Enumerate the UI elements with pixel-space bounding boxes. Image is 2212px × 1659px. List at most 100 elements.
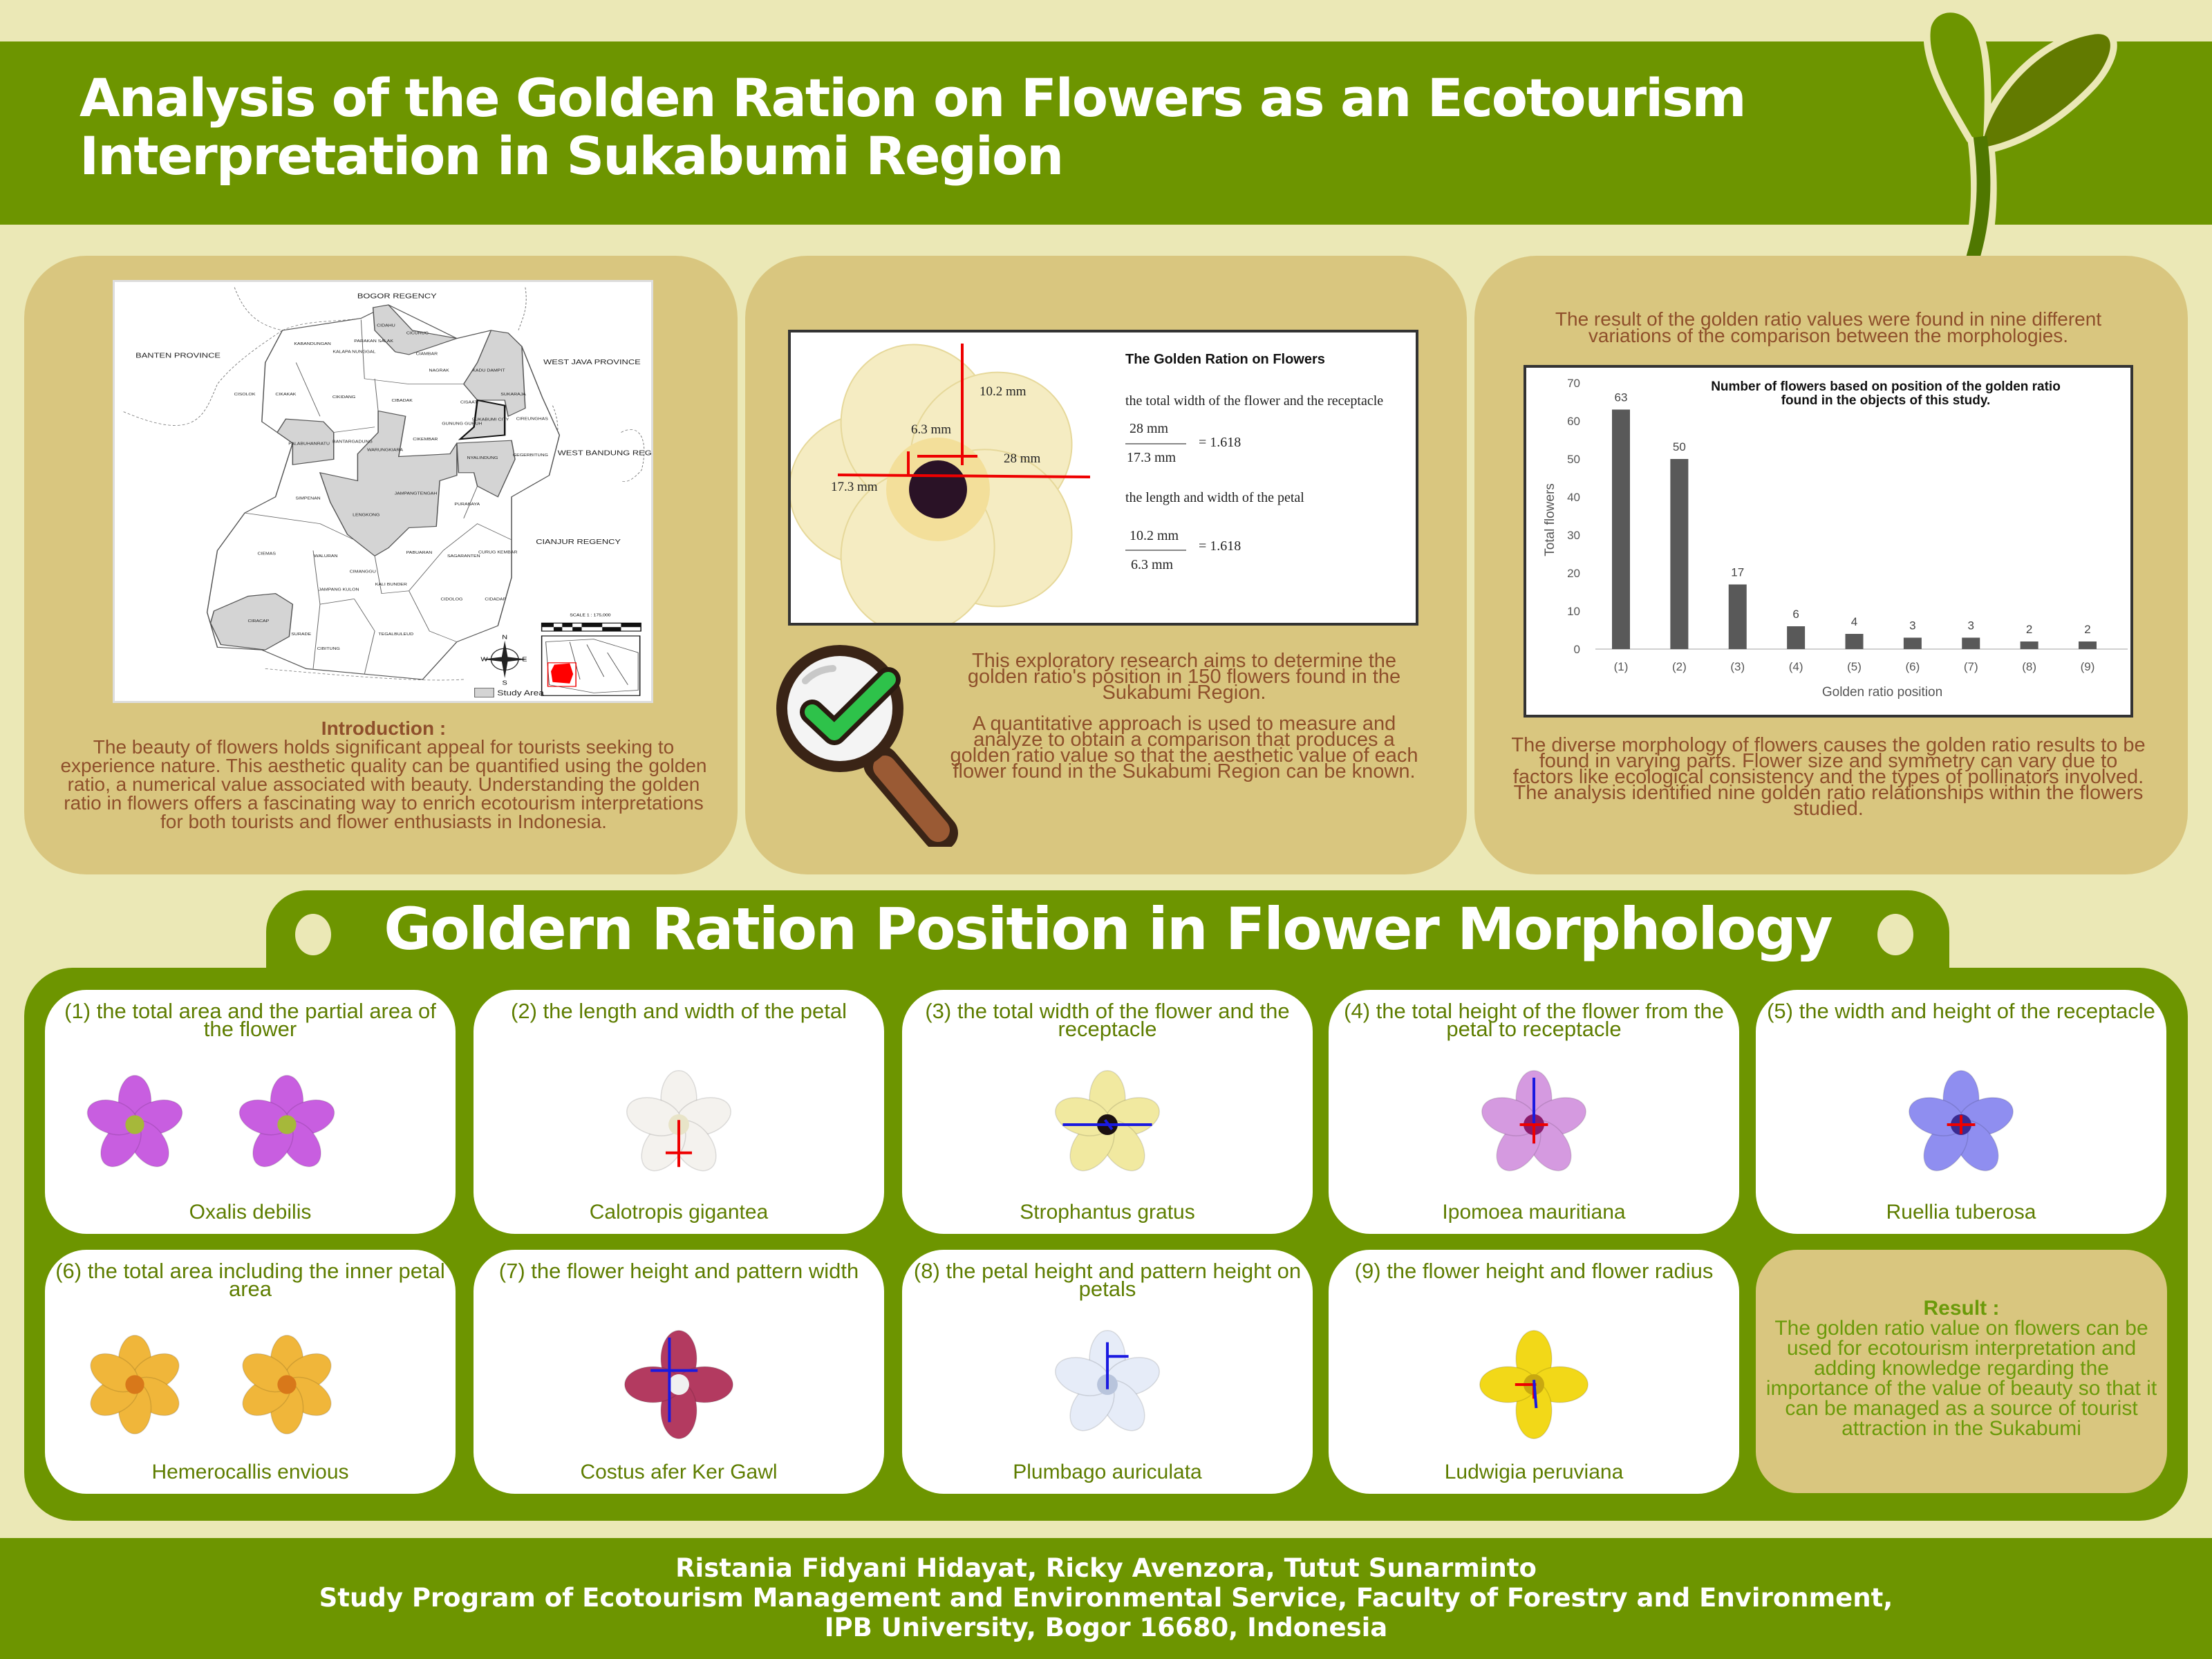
chart-title-line-2: found in the objects of this study. bbox=[1781, 393, 1991, 408]
map-district-label: CIKEMBAR bbox=[413, 437, 438, 441]
map-district-label: CIKAKAK bbox=[275, 393, 297, 397]
y-tick-label: 50 bbox=[1567, 453, 1580, 466]
map-region-label: CIANJUR REGENCY bbox=[536, 538, 621, 545]
bar bbox=[1612, 409, 1630, 649]
card-title: (5) the width and height of the receptac… bbox=[1767, 999, 2155, 1023]
species-name: Strophantus gratus bbox=[1020, 1201, 1195, 1224]
method-paragraph-2: A quantitative approach is used to measu… bbox=[950, 713, 1418, 782]
label-10-2mm: 10.2 mm bbox=[980, 384, 1027, 399]
map-district-label: CIAMBAR bbox=[416, 352, 438, 356]
map-district-label: NAGRAK bbox=[429, 368, 450, 373]
map-district-label: BANTARGADUNG bbox=[332, 440, 373, 444]
intro-text: The beauty of flowers holds significant … bbox=[60, 736, 707, 832]
morphology-card: (1) the total area and the partial area … bbox=[45, 990, 456, 1234]
y-tick-label: 30 bbox=[1567, 529, 1580, 542]
map-region-label: WEST BANDUNG REGENCY bbox=[558, 450, 651, 457]
y-tick-label: 60 bbox=[1567, 415, 1580, 428]
map-district-label: JAMPANGTENGAH bbox=[395, 491, 438, 496]
map-district-label: KALAPA NUNGGAL bbox=[332, 350, 376, 354]
map-district-label: WALURAN bbox=[314, 554, 337, 558]
chart-title-line-1: Number of flowers based on position of t… bbox=[1711, 379, 2061, 394]
bar bbox=[1787, 626, 1806, 649]
bar bbox=[1670, 459, 1689, 649]
bar-value-label: 3 bbox=[1909, 619, 1915, 632]
result-text: The golden ratio value on flowers can be… bbox=[1765, 1317, 2157, 1440]
map-district-label: GUNUNG GURUH bbox=[442, 422, 482, 426]
morphology-card: (3) the total width of the flower and th… bbox=[902, 990, 1313, 1234]
bar-value-label: 50 bbox=[1673, 440, 1686, 453]
golden-ratio-figure: 10.2 mm 6.3 mm 28 mm 17.3 mm The Golden … bbox=[788, 330, 1418, 626]
header-band bbox=[0, 41, 2212, 225]
compass-icon: N S W E bbox=[480, 635, 527, 687]
flower-image bbox=[1479, 1330, 1588, 1439]
y-tick-label: 70 bbox=[1567, 377, 1580, 390]
map-district-label: PABUARAN bbox=[406, 551, 433, 555]
map-district-label: CIBITUNG bbox=[317, 647, 340, 651]
map-district-label: SUKABUMI CITY bbox=[471, 418, 509, 422]
ratio2-numerator: 10.2 mm bbox=[1130, 528, 1179, 543]
map-region-label: BANTEN PROVINCE bbox=[135, 353, 221, 359]
footer-authors: Ristania Fidyani Hidayat, Ricky Avenzora… bbox=[675, 1553, 1537, 1583]
legend-label: Study Area bbox=[497, 689, 544, 697]
ratio1-caption: the total width of the flower and the re… bbox=[1125, 393, 1384, 409]
map-district-label: NYALINDUNG bbox=[467, 456, 498, 460]
title-line-1: Analysis of the Golden Ration on Flowers… bbox=[79, 67, 1747, 129]
sprout-logo-icon bbox=[1849, 6, 2117, 290]
flower-image bbox=[1909, 1070, 2014, 1172]
morphology-card: (4) the total height of the flower from … bbox=[1329, 990, 1739, 1234]
map-district-label: CIDAHU bbox=[377, 324, 395, 328]
map-district-label: CISOLOK bbox=[234, 393, 256, 397]
map-district-label: TEGALBULEUD bbox=[378, 632, 413, 637]
figure-title: The Golden Ration on Flowers bbox=[1125, 352, 1325, 367]
card-title: (3) the total width of the flower and th… bbox=[925, 999, 1290, 1041]
y-axis-label: Total flowers bbox=[1543, 483, 1557, 556]
map-district-label: CISAAT bbox=[460, 400, 478, 404]
legend-swatch bbox=[474, 687, 494, 697]
x-axis-label: Golden ratio position bbox=[1822, 685, 1942, 700]
card-title: (6) the total area including the inner p… bbox=[55, 1259, 445, 1301]
bar-value-label: 6 bbox=[1792, 608, 1799, 621]
bullet-dot-icon bbox=[1877, 914, 1913, 955]
map-district-label: SAGARANTEN bbox=[447, 554, 480, 558]
map-district-label: CIDADAP bbox=[485, 597, 506, 601]
species-name: Costus afer Ker Gawl bbox=[580, 1461, 778, 1483]
bar-value-label: 17 bbox=[1731, 566, 1744, 579]
morphology-card: (7) the flower height and pattern width C… bbox=[474, 1250, 884, 1494]
title-line-2: Interpretation in Sukabumi Region bbox=[79, 125, 1064, 187]
species-name: Oxalis debilis bbox=[189, 1201, 312, 1224]
map-district-label: KALI BUNDER bbox=[375, 583, 408, 587]
species-name: Ludwigia peruviana bbox=[1444, 1461, 1624, 1483]
poster-title: Analysis of the Golden Ration on Flowers… bbox=[79, 69, 1808, 185]
ratio2-caption: the length and width of the petal bbox=[1125, 490, 1304, 505]
species-name: Plumbago auriculata bbox=[1013, 1461, 1202, 1483]
flower-image bbox=[90, 1334, 332, 1435]
card-title: (1) the total area and the partial area … bbox=[64, 999, 436, 1041]
section-title: Goldern Ration Position in Flower Morpho… bbox=[384, 895, 1833, 963]
y-tick-label: 10 bbox=[1567, 605, 1580, 618]
map-district-label: CIEMAS bbox=[257, 552, 276, 556]
map-region-label: BOGOR REGENCY bbox=[357, 292, 437, 299]
result-card: Result : The golden ratio value on flowe… bbox=[1756, 1250, 2167, 1493]
bar-chart-svg: Number of flowers based on position of t… bbox=[1543, 377, 2128, 700]
inset-map bbox=[541, 635, 641, 696]
card-title: (4) the total height of the flower from … bbox=[1344, 999, 1724, 1041]
morphology-card: (2) the length and width of the petal Cal… bbox=[474, 990, 884, 1234]
flower-measure-graphic bbox=[791, 344, 1091, 623]
card-title: (9) the flower height and flower radius bbox=[1354, 1259, 1714, 1283]
map-district-label: CIBADAK bbox=[392, 399, 413, 403]
species-name: Ipomoea mauritiana bbox=[1442, 1201, 1626, 1224]
card-title: (7) the flower height and pattern width bbox=[498, 1259, 859, 1283]
card-title: (8) the petal height and pattern height … bbox=[913, 1259, 1302, 1301]
study-area-districts bbox=[209, 304, 526, 650]
x-tick-label: (3) bbox=[1730, 660, 1745, 673]
compass-s: S bbox=[503, 680, 508, 687]
ratio1-denominator: 17.3 mm bbox=[1127, 450, 1177, 465]
bar bbox=[1728, 584, 1747, 649]
morphology-card: (9) the flower height and flower radius L… bbox=[1329, 1250, 1739, 1494]
map-district-label: CICURUG bbox=[406, 331, 429, 335]
flower-image bbox=[1055, 1070, 1160, 1172]
species-name: Hemerocallis envious bbox=[151, 1461, 349, 1483]
x-tick-label: (2) bbox=[1672, 660, 1687, 673]
map-district-label: WARUNGKIARA bbox=[367, 448, 404, 452]
map-district-label: PARAKAN SALAK bbox=[354, 339, 394, 344]
